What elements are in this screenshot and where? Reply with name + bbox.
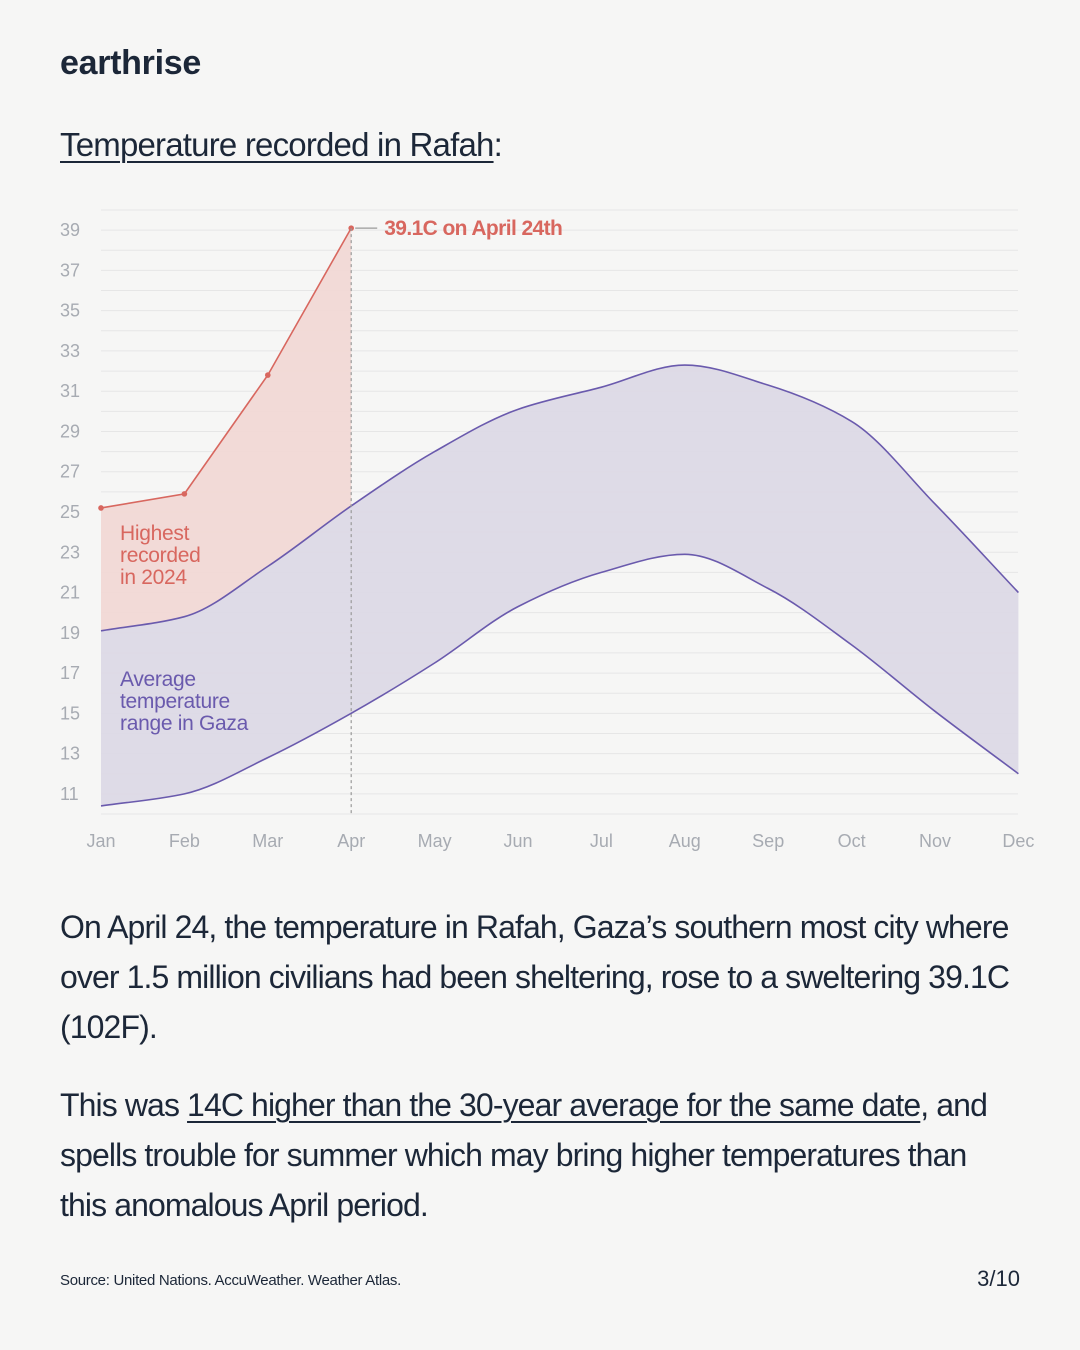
y-tick-label: 19 (60, 623, 80, 643)
x-tick-label: Apr (337, 831, 365, 851)
x-tick-label: Nov (919, 831, 951, 851)
y-tick-label: 37 (60, 260, 80, 280)
record-2024-point (181, 491, 188, 497)
y-tick-label: 25 (60, 502, 80, 522)
x-tick-label: Jan (86, 831, 115, 851)
x-tick-label: Mar (252, 831, 283, 851)
x-tick-label: Sep (752, 831, 784, 851)
source-note: Source: United Nations. AccuWeather. Wea… (60, 1272, 402, 1289)
record-2024-point (265, 372, 271, 378)
x-axis-ticks: Jan Feb Mar Apr May Jun Jul Aug Sep Oct Nov Dec (86, 831, 1034, 851)
y-tick-label: 15 (60, 703, 80, 723)
y-tick-label: 35 (60, 301, 80, 321)
y-tick-label: 29 (60, 421, 80, 441)
page-indicator: 3/10 (977, 1266, 1020, 1291)
y-tick-label: 11 (60, 784, 79, 804)
y-tick-label: 31 (60, 381, 80, 401)
y-axis-ticks: 39 37 35 33 31 29 27 25 23 21 19 17 15 13 11 (60, 220, 80, 804)
avg-series-label: temperature (120, 690, 230, 713)
chart-annotations: 39.1C on April 24th (350, 217, 563, 814)
y-tick-label: 23 (60, 542, 80, 562)
body-paragraph-1: On April 24, the temperature in Rafah, G… (60, 909, 1010, 1045)
x-tick-label: Dec (1002, 831, 1034, 851)
brand-logo: earthrise (60, 44, 201, 82)
x-tick-label: May (418, 831, 452, 851)
x-tick-label: Jul (590, 831, 613, 851)
record-series-label: recorded (120, 544, 200, 567)
x-tick-label: Jun (503, 831, 532, 851)
record-series-label: Highest (120, 522, 190, 545)
temperature-chart: 39 37 35 33 31 29 27 25 23 21 19 17 15 13 11 Jan Feb Mar… (60, 209, 1034, 851)
record-2024-point (348, 225, 355, 231)
avg-high-line (100, 364, 1019, 632)
x-tick-label: Aug (669, 831, 701, 851)
chart-areas (101, 228, 1019, 806)
y-tick-label: 33 (60, 341, 80, 361)
y-tick-label: 27 (60, 462, 80, 482)
avg-series-label: range in Gaza (120, 712, 249, 735)
y-tick-label: 39 (60, 220, 80, 240)
avg-series-label: Average (120, 668, 196, 691)
body-paragraph-2: This was 14C higher than the 30-year ave… (60, 1080, 1020, 1230)
x-tick-label: Oct (838, 831, 866, 851)
avg-range-area (101, 365, 1019, 806)
y-tick-label: 17 (60, 663, 80, 683)
y-tick-label: 13 (60, 744, 80, 764)
record-series-label: in 2024 (120, 566, 187, 589)
heading-link[interactable]: Temperature recorded in Rafah (60, 126, 494, 163)
chart-lines (98, 225, 1019, 807)
record-2024-line (100, 227, 352, 509)
x-tick-label: Feb (169, 831, 200, 851)
p2-prefix: This was (60, 1087, 188, 1123)
record-2024-area (101, 228, 352, 631)
record-2024-point (98, 505, 104, 511)
p2-suffix: , and spells trouble for summer which ma… (60, 1087, 988, 1223)
annotation-label: 39.1C on April 24th (384, 217, 562, 240)
p2-link[interactable]: 14C higher than the 30-year average for … (187, 1087, 921, 1123)
chart-heading: Temperature recorded in Rafah: (60, 126, 503, 164)
avg-low-line (100, 553, 1019, 807)
heading-suffix: : (493, 126, 503, 163)
y-tick-label: 21 (60, 583, 80, 603)
